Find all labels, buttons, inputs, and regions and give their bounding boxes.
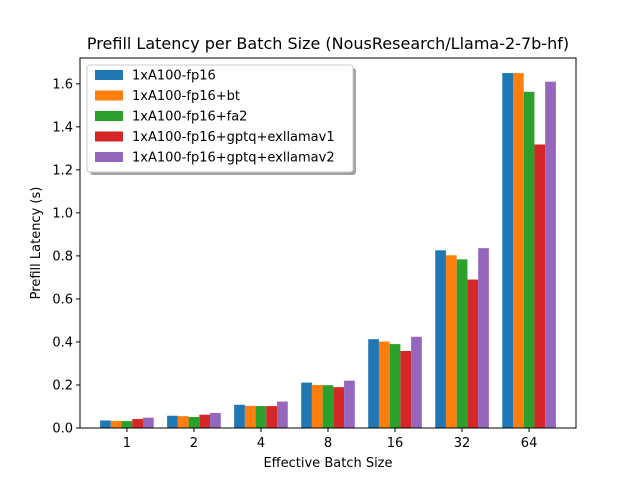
x-axis-label: Effective Batch Size — [263, 456, 392, 471]
legend-label: 1xA100-fp16 — [132, 69, 216, 84]
bar — [322, 385, 334, 428]
legend-label: 1xA100-fp16+gptq+exllamav1 — [132, 130, 335, 145]
bar — [467, 279, 479, 428]
y-tick-label: 1.0 — [52, 206, 73, 221]
y-tick-label: 1.2 — [52, 163, 73, 178]
bar — [266, 406, 278, 428]
legend-box — [86, 64, 354, 173]
y-tick-label: 1.4 — [52, 120, 73, 135]
bar — [121, 421, 133, 428]
y-tick-label: 0.4 — [52, 335, 73, 350]
y-tick-label: 0.8 — [52, 249, 73, 264]
legend-swatch — [95, 90, 123, 101]
x-tick-label: 4 — [257, 436, 265, 451]
legend-swatch — [95, 70, 123, 80]
bar — [234, 404, 245, 428]
x-tick-label: 64 — [521, 436, 538, 451]
legend-swatch — [95, 131, 123, 142]
legend-swatch — [95, 152, 123, 162]
bar — [333, 387, 345, 428]
bar — [177, 416, 189, 428]
y-axis: 0.0 0.2 0.4 0.6 0.8 1.0 1.2 1.4 1.6 — [52, 77, 80, 437]
bar — [378, 341, 390, 428]
y-tick-label: 0.0 — [52, 422, 73, 437]
bar — [545, 81, 556, 428]
y-tick-label: 0.6 — [52, 292, 73, 307]
bar — [132, 418, 143, 428]
bar — [277, 401, 288, 428]
legend-label: 1xA100-fp16+gptq+exllamav2 — [132, 151, 335, 166]
y-tick-label: 1.6 — [52, 77, 73, 92]
bar — [502, 73, 513, 428]
bars-group — [100, 73, 556, 429]
legend-items: 1xA100-fp16 1xA100-fp16+bt 1xA100-fp16+fa2… — [95, 69, 335, 166]
bar — [389, 344, 401, 428]
x-tick-label: 2 — [190, 436, 198, 451]
x-tick-label: 8 — [324, 436, 332, 451]
x-tick-label: 1 — [123, 436, 131, 451]
x-tick-label: 16 — [387, 436, 404, 451]
bar — [301, 382, 312, 428]
y-tick-label: 0.2 — [52, 378, 73, 393]
bar — [188, 417, 200, 428]
x-tick-label: 32 — [454, 436, 471, 451]
legend-label: 1xA100-fp16+fa2 — [132, 110, 247, 125]
bar — [167, 415, 178, 428]
legend-swatch — [95, 111, 123, 121]
bar — [311, 384, 323, 428]
bar — [478, 248, 489, 428]
y-axis-label: Prefill Latency (s) — [29, 187, 44, 300]
bar — [435, 250, 446, 428]
legend: 1xA100-fp16 1xA100-fp16+bt 1xA100-fp16+fa2… — [86, 64, 356, 175]
bar — [456, 259, 468, 428]
bar — [199, 414, 211, 428]
bar — [210, 412, 221, 428]
bar — [100, 420, 111, 428]
x-axis: 1 2 4 8 16 32 64 — [123, 428, 538, 451]
bar — [344, 380, 355, 428]
bar — [244, 405, 256, 428]
bar — [400, 350, 412, 428]
chart-title: Prefill Latency per Batch Size (NousRese… — [87, 34, 569, 53]
bar — [143, 417, 154, 428]
bar — [534, 144, 546, 429]
bar — [445, 255, 457, 428]
bar — [110, 420, 122, 428]
bar — [411, 336, 422, 428]
bar — [512, 73, 524, 428]
legend-label: 1xA100-fp16+bt — [132, 89, 240, 104]
bar — [368, 339, 379, 428]
bar — [523, 91, 535, 429]
bar — [255, 406, 267, 428]
